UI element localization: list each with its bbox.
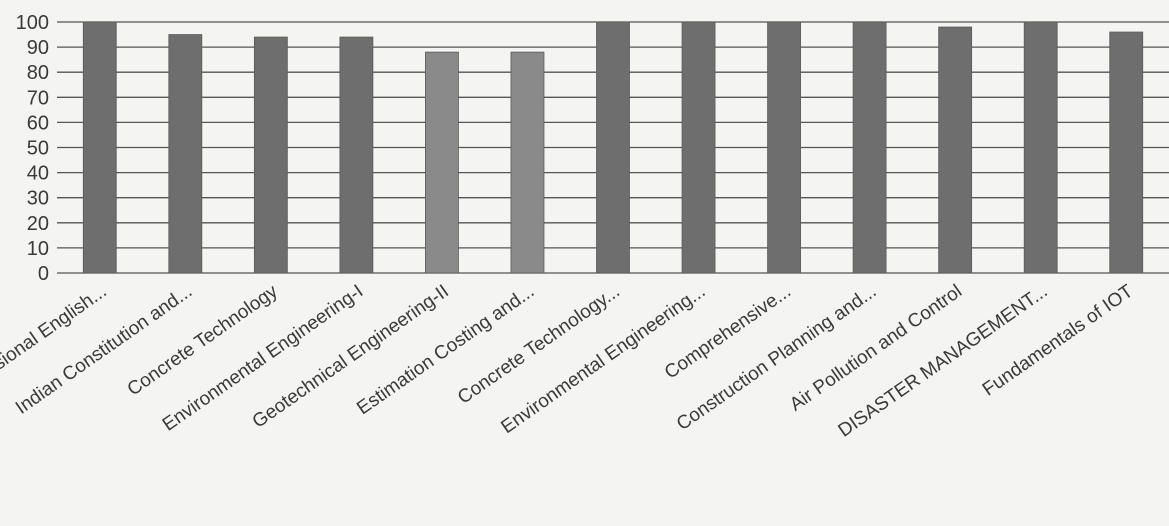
y-axis-tick-labels: 0 10 20 30 40 50 60 70 80 90 100: [16, 12, 49, 285]
y-tick-label: 10: [27, 238, 49, 260]
y-tick-label: 60: [27, 112, 49, 134]
y-tick-label: 90: [27, 37, 49, 59]
bar-5: [425, 51, 459, 274]
bar-3: [253, 36, 288, 274]
y-tick-label: 30: [27, 188, 49, 210]
bar-1: [82, 21, 117, 274]
bar-11: [938, 26, 973, 274]
bar-8: [681, 21, 716, 274]
y-tick-label: 80: [27, 62, 49, 84]
y-tick-label: 50: [27, 138, 49, 160]
y-tick-label: 40: [27, 163, 49, 185]
y-tick-label: 0: [38, 263, 49, 285]
bar-2: [168, 34, 203, 274]
bar-10: [852, 21, 887, 274]
y-tick-label: 100: [16, 12, 49, 34]
bar-9: [767, 21, 801, 274]
bar-6: [510, 51, 545, 274]
bars: [82, 21, 1144, 274]
bar-12: [1023, 21, 1058, 274]
bar-13: [1109, 31, 1144, 274]
y-tick-label: 20: [27, 213, 49, 235]
bar-4: [339, 36, 374, 274]
y-tick-label: 70: [27, 87, 49, 109]
bar-7: [596, 21, 630, 274]
